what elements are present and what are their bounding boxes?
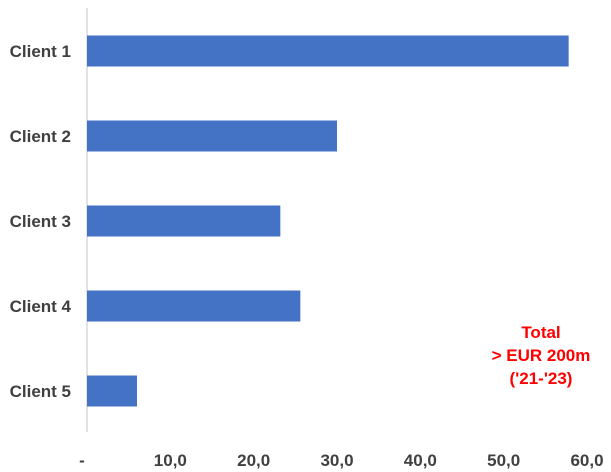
x-tick-label: 40,0 bbox=[404, 451, 437, 470]
bar-client-4 bbox=[87, 290, 301, 322]
category-labels: Client 1 Client 2 Client 3 Client 4 Client 5 bbox=[10, 42, 72, 401]
category-label-client-5: Client 5 bbox=[10, 382, 71, 401]
category-label-client-1: Client 1 bbox=[10, 42, 71, 61]
bars-layer bbox=[87, 35, 569, 407]
bar-client-2 bbox=[87, 120, 337, 152]
category-label-client-4: Client 4 bbox=[10, 297, 72, 316]
x-tick-label: 50,0 bbox=[487, 451, 520, 470]
bar-client-1 bbox=[87, 35, 569, 67]
annotation-line: > EUR 200m bbox=[492, 346, 591, 365]
bar-client-5 bbox=[87, 375, 137, 407]
annotation-line: ('21-'23) bbox=[510, 369, 573, 388]
category-label-client-3: Client 3 bbox=[10, 212, 71, 231]
x-tick-label: 20,0 bbox=[237, 451, 270, 470]
x-tick-label: 60,0 bbox=[570, 451, 603, 470]
x-tick-label: 30,0 bbox=[320, 451, 353, 470]
total-annotation: Total > EUR 200m ('21-'23) bbox=[492, 323, 591, 388]
x-tick-label: 10,0 bbox=[154, 451, 187, 470]
x-tick-labels: - 10,0 20,0 30,0 40,0 50,0 60,0 bbox=[79, 451, 603, 470]
bar-client-3 bbox=[87, 205, 281, 237]
annotation-line: Total bbox=[521, 323, 560, 342]
category-label-client-2: Client 2 bbox=[10, 127, 71, 146]
x-tick-label: - bbox=[79, 451, 85, 470]
